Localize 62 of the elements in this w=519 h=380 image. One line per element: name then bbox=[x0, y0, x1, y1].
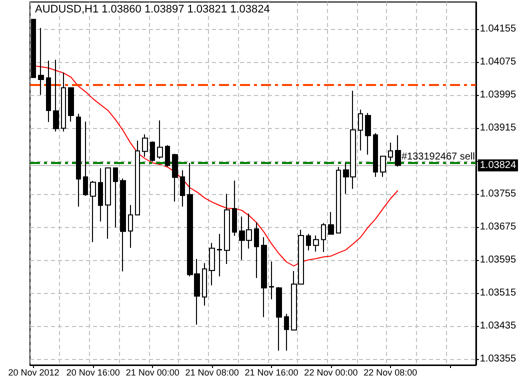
candlestick bbox=[336, 166, 341, 234]
candlestick bbox=[261, 236, 267, 318]
candlestick bbox=[380, 156, 386, 178]
candlestick bbox=[76, 113, 81, 208]
candlestick bbox=[157, 120, 163, 160]
line-series bbox=[33, 65, 398, 266]
x-tick-label: 21 Nov 16:00 bbox=[244, 368, 298, 378]
chart-title: AUDUSD,H1 1.03860 1.03897 1.03821 1.03824 bbox=[35, 4, 270, 16]
x-tick-label: 22 Nov 08:00 bbox=[364, 368, 418, 378]
x-tick-label: 21 Nov 00:00 bbox=[126, 368, 180, 378]
candlestick bbox=[53, 59, 59, 132]
y-tick-label: 1.03675 bbox=[480, 221, 516, 232]
candlestick bbox=[135, 140, 140, 216]
candlestick bbox=[90, 180, 96, 243]
candlestick bbox=[142, 134, 148, 158]
x-tick-label: 20 Nov 16:00 bbox=[66, 368, 120, 378]
candlestick bbox=[358, 109, 363, 151]
candlestick bbox=[224, 193, 230, 264]
x-tick-label: 20 Nov 2012 bbox=[8, 368, 60, 378]
candlestick bbox=[180, 170, 185, 208]
candlestick bbox=[388, 142, 393, 162]
candlestick bbox=[46, 60, 51, 123]
candlestick bbox=[202, 262, 207, 306]
ref-line-label: #133192467 sell bbox=[401, 151, 475, 162]
ref-line-label: 1.03824 bbox=[480, 160, 516, 171]
candlestick bbox=[232, 180, 237, 236]
candlestick bbox=[172, 153, 178, 202]
candlestick bbox=[328, 211, 334, 235]
x-tick-label: 22 Nov 00:00 bbox=[304, 368, 358, 378]
candlestick bbox=[113, 167, 118, 228]
candlestick bbox=[83, 121, 88, 196]
candlestick bbox=[217, 233, 222, 277]
candlestick bbox=[68, 87, 74, 122]
candlestick bbox=[120, 178, 126, 272]
candlestick bbox=[150, 140, 155, 162]
y-tick-label: 1.03435 bbox=[480, 320, 516, 332]
candlestick bbox=[321, 222, 326, 252]
candlestick bbox=[284, 313, 289, 352]
candlestick bbox=[38, 27, 44, 96]
y-tick-label: 1.03995 bbox=[480, 89, 516, 100]
candlestick bbox=[373, 132, 378, 178]
candlestick bbox=[269, 260, 274, 300]
y-tick-label: 1.04075 bbox=[480, 56, 516, 68]
candlestick bbox=[306, 233, 311, 251]
y-tick-label: 1.03355 bbox=[480, 353, 516, 364]
y-tick-label: 1.03515 bbox=[480, 287, 516, 298]
candlestick bbox=[128, 204, 133, 248]
candlestick bbox=[395, 134, 401, 168]
candlestick bbox=[105, 167, 111, 240]
candlestick bbox=[365, 112, 371, 156]
candlestick bbox=[98, 168, 103, 222]
y-tick-label: 1.03915 bbox=[480, 122, 516, 134]
candlestick bbox=[61, 72, 66, 132]
y-tick-label: 1.03595 bbox=[480, 254, 516, 266]
candlestick bbox=[209, 242, 215, 286]
candlestick bbox=[254, 222, 259, 278]
x-tick-label: 21 Nov 08:00 bbox=[185, 368, 239, 378]
candlestick bbox=[313, 234, 319, 252]
y-tick-label: 1.04155 bbox=[480, 23, 516, 34]
candlestick bbox=[165, 144, 170, 168]
y-tick-label: 1.03755 bbox=[480, 188, 516, 200]
candlestick bbox=[276, 286, 282, 352]
